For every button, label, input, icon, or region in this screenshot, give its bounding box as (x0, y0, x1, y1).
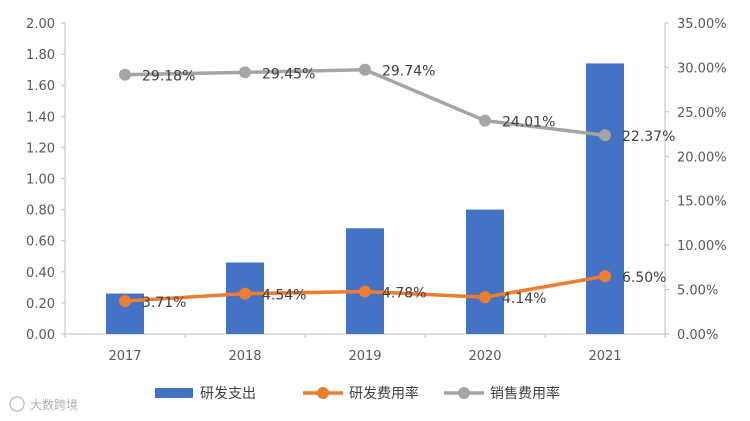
x-axis-tick-label: 2020 (468, 349, 501, 364)
series-point (239, 287, 251, 300)
series-point (239, 66, 251, 79)
watermark-logo-icon (9, 396, 25, 412)
left-axis-tick-label: 0.40 (26, 266, 55, 281)
series-point (599, 129, 611, 142)
series-point (359, 285, 371, 298)
x-axis-tick-label: 2021 (588, 349, 621, 364)
left-axis-tick-label: 2.00 (26, 17, 55, 32)
left-axis-tick-label: 0.80 (26, 204, 55, 219)
axes: 0.00 0.20 0.40 0.60 0.80 1.00 1.20 1.40 1.60 1.80… (26, 17, 727, 364)
right-axis-tick-label: 20.00% (677, 150, 727, 165)
left-axis-tick-label: 0.00 (26, 328, 55, 343)
data-label: 22.37% (622, 129, 675, 145)
left-axis-tick-label: 1.80 (26, 48, 55, 63)
x-axis-tick-label: 2018 (228, 349, 261, 364)
bar (466, 209, 504, 334)
legend-swatch (155, 388, 193, 398)
legend-marker (317, 387, 329, 399)
legend-label: 研发支出 (200, 386, 256, 402)
right-axis-tick-label: 25.00% (677, 106, 727, 121)
data-label: 4.54% (262, 288, 306, 304)
right-axis-tick-label: 30.00% (677, 61, 727, 76)
left-axis-tick-label: 0.20 (26, 297, 55, 312)
right-axis-tick-label: 10.00% (677, 239, 727, 254)
data-label: 29.45% (262, 66, 315, 82)
series-point (359, 63, 371, 76)
right-axis-tick-label: 15.00% (677, 195, 727, 210)
data-label: 29.74% (382, 64, 435, 80)
right-axis-tick-label: 5.00% (677, 284, 718, 299)
watermark: 大数跨境 (9, 396, 78, 412)
data-label: 6.50% (622, 270, 666, 286)
series-point (479, 291, 491, 304)
bar (586, 63, 624, 335)
bar (346, 228, 384, 334)
left-axis-tick-label: 1.20 (26, 141, 55, 156)
legend-label: 研发费用率 (349, 385, 419, 402)
series-point (599, 270, 611, 283)
series-point (479, 114, 491, 127)
data-label: 3.71% (142, 295, 186, 311)
right-axis-tick-label: 0.00% (677, 328, 718, 343)
left-axis-tick-label: 0.60 (26, 235, 55, 250)
left-axis-tick-label: 1.00 (26, 173, 55, 188)
data-label: 29.18% (142, 69, 195, 85)
x-axis-tick-label: 2019 (348, 349, 381, 364)
left-axis-tick-label: 1.40 (26, 110, 55, 125)
data-label: 4.14% (502, 291, 546, 307)
right-axis-tick-label: 35.00% (677, 17, 727, 32)
legend: 研发支出 研发费用率 销售费用率 (155, 385, 560, 402)
data-label: 24.01% (502, 115, 555, 131)
line-series (119, 63, 611, 308)
series-point (119, 295, 131, 308)
legend-label: 销售费用率 (490, 385, 560, 402)
legend-marker (458, 387, 470, 399)
series-point (119, 68, 131, 81)
x-axis-tick-label: 2017 (108, 349, 141, 364)
left-axis-tick-label: 1.60 (26, 79, 55, 94)
data-label: 4.78% (382, 286, 426, 302)
watermark-text: 大数跨境 (30, 397, 78, 412)
data-labels: 3.71% 4.54% 4.78% 4.14% 6.50% 29.18% 29.45% 29.… (142, 64, 675, 311)
